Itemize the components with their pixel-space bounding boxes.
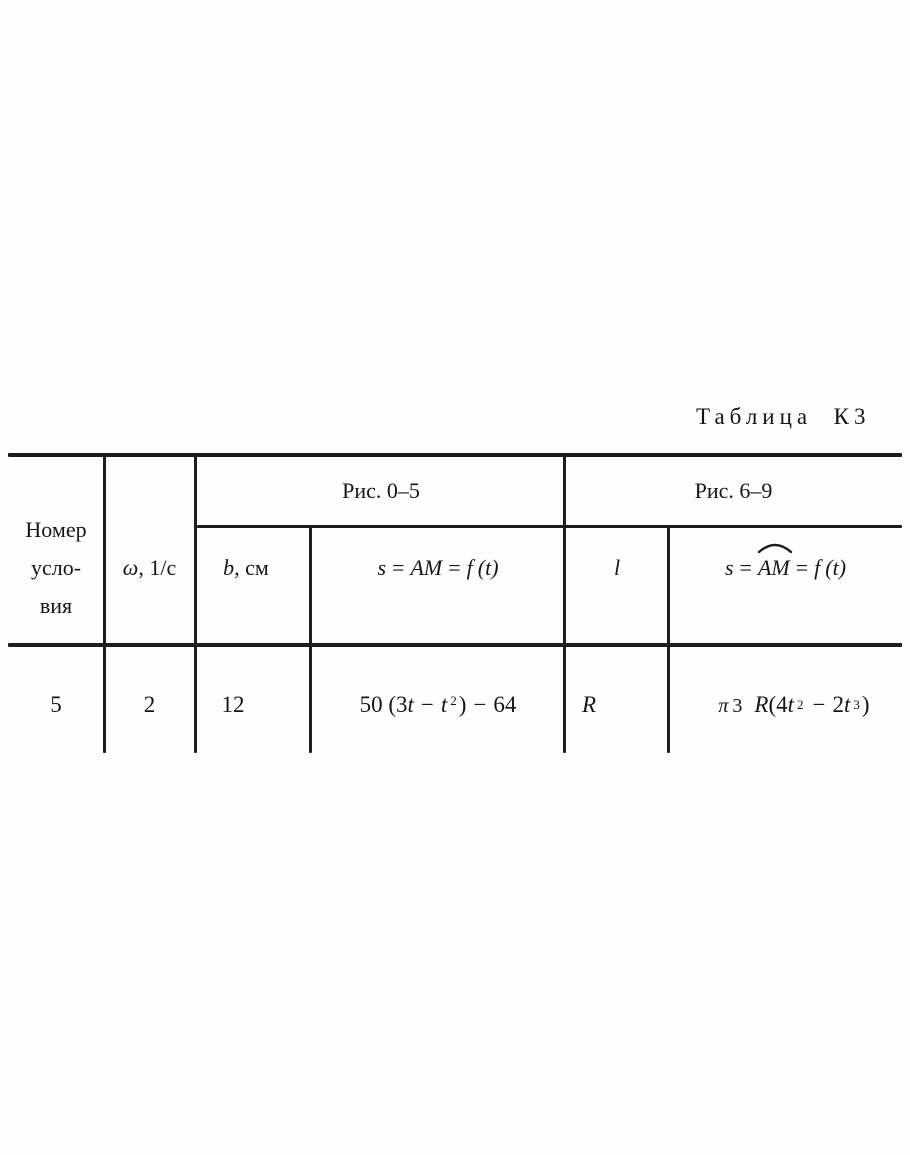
- table-rule-under-header: [8, 643, 902, 647]
- exponent-2: 2: [450, 693, 457, 708]
- header-number-line3: вия: [39, 593, 73, 618]
- table-border-top: [8, 453, 902, 457]
- equals-sign: =: [392, 555, 405, 580]
- s-var: s: [377, 555, 387, 580]
- table-title: Таблица К3: [696, 404, 871, 429]
- r-var: R: [754, 692, 769, 717]
- fraction-numerator-pi: π: [718, 695, 729, 717]
- divider-group1-group2: [563, 455, 566, 753]
- row-cell-number: 5: [50, 692, 62, 717]
- f-argument: (t): [825, 555, 847, 580]
- header-number-line1: Номер: [25, 517, 87, 542]
- t-var: t: [440, 692, 448, 717]
- header-omega-column: ω, 1/с: [104, 555, 195, 581]
- header-group-fig-0-5: Рис. 0–5: [342, 478, 420, 503]
- minus-sign: −: [473, 692, 487, 717]
- minus-sign: −: [420, 692, 434, 717]
- minus-sign: −: [812, 692, 826, 717]
- am-arc: AM: [757, 555, 790, 580]
- divider-omega-group1: [194, 455, 197, 753]
- b-units: , см: [234, 555, 269, 580]
- row-cell-omega: 2: [143, 692, 156, 717]
- open-paren-coeff: (4: [768, 692, 788, 717]
- b-symbol: b: [223, 555, 235, 580]
- s-var: s: [724, 555, 734, 580]
- s1-constant: 64: [493, 692, 517, 717]
- t-var: t: [407, 692, 414, 717]
- table-rule-under-groups: [197, 525, 902, 528]
- fraction-denominator: 3: [732, 695, 743, 717]
- header-l-column: l: [613, 555, 621, 580]
- breve-arc-icon: [757, 543, 793, 554]
- f-var: f: [466, 555, 473, 580]
- s1-coefficient: 50 (3: [359, 692, 408, 717]
- row-cell-s1-formula: 50 (3t − t 2) −64: [311, 692, 565, 718]
- t-var: t: [844, 692, 851, 717]
- equals-sign: =: [795, 555, 809, 580]
- exponent-2: 2: [797, 697, 804, 712]
- am-chord: AM: [410, 555, 443, 580]
- f-var: f: [814, 555, 821, 580]
- exponent-3: 3: [853, 697, 860, 712]
- header-s1-formula: s = AM = f (t): [311, 555, 565, 581]
- coefficient: 2: [832, 692, 845, 717]
- close-paren: ): [861, 692, 870, 717]
- close-paren: ): [458, 692, 467, 717]
- divider-l-s2: [667, 527, 670, 753]
- row-cell-l: R: [581, 692, 597, 717]
- header-b-column: b, см: [196, 555, 296, 581]
- equals-sign: =: [739, 555, 752, 580]
- divider-number-omega: [103, 455, 106, 753]
- arc-over-am: AM: [757, 543, 793, 581]
- header-group-fig-6-9: Рис. 6–9: [694, 478, 773, 503]
- equals-sign: =: [448, 555, 461, 580]
- omega-units: , 1/с: [138, 555, 177, 580]
- header-number-column: Номер усло- вия: [8, 511, 104, 625]
- omega-symbol: ω: [122, 555, 139, 580]
- row-cell-b: 12: [221, 692, 245, 717]
- f-argument: (t): [477, 555, 499, 580]
- divider-b-s1: [309, 527, 312, 753]
- header-number-line2: усло-: [30, 555, 82, 580]
- t-var: t: [787, 692, 795, 717]
- header-s2-formula: s = AM = f (t): [669, 543, 902, 581]
